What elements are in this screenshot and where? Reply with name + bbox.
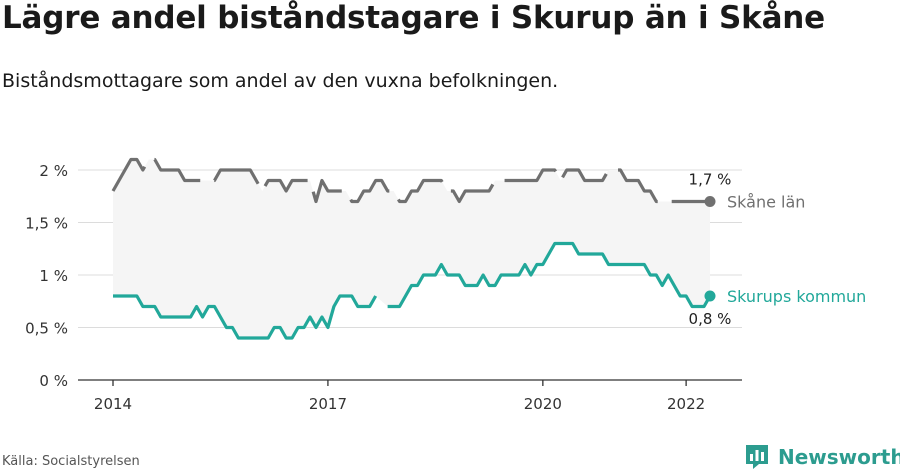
skurup-line-end-point bbox=[704, 290, 716, 302]
x-tick-label: 2022 bbox=[667, 395, 705, 413]
skane-line bbox=[111, 157, 710, 204]
series-lines bbox=[111, 157, 716, 340]
x-tick-label: 2017 bbox=[309, 395, 347, 413]
x-tick-label: 2020 bbox=[524, 395, 562, 413]
value-label-skurup: 0,8 % bbox=[689, 310, 732, 328]
y-tick-label: 1 % bbox=[39, 267, 68, 285]
chart-subtitle: Biståndsmottagare som andel av den vuxna… bbox=[2, 70, 559, 92]
brand-name: Newsworthy bbox=[778, 445, 900, 469]
y-tick-label: 0,5 % bbox=[25, 320, 68, 338]
source-note: Källa: Socialstyrelsen bbox=[2, 454, 140, 469]
y-tick-label: 1,5 % bbox=[25, 215, 68, 233]
skurup-line bbox=[113, 294, 378, 340]
newsworthy-logo-icon bbox=[746, 445, 768, 469]
legend-label-skurup: Skurups kommun bbox=[727, 287, 866, 306]
brand-logo[interactable]: Newsworthy bbox=[744, 440, 900, 474]
value-label-skane: 1,7 % bbox=[689, 171, 732, 189]
skurup-line bbox=[387, 241, 712, 309]
range-band bbox=[113, 159, 710, 338]
legend-label-skane: Skåne län bbox=[727, 193, 805, 212]
y-tick-label: 2 % bbox=[39, 162, 68, 180]
chart-title: Lägre andel biståndstagare i Skurup än i… bbox=[2, 0, 825, 36]
series-labels: Skåne län 1,7 % Skurups kommun 0,8 % bbox=[689, 171, 867, 329]
y-tick-label: 0 % bbox=[39, 372, 68, 390]
skane-line-end-point bbox=[704, 196, 716, 207]
x-tick-label: 2014 bbox=[94, 395, 132, 413]
axes: 0 % 0,5 % 1 % 1,5 % 2 % 2014 2017 2020 2022 bbox=[25, 162, 742, 413]
